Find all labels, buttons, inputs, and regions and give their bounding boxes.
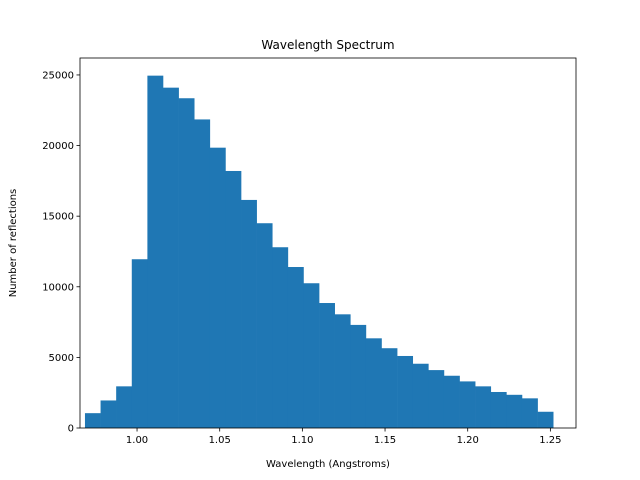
histogram-bar (209, 147, 226, 428)
x-tick-label: 1.10 (291, 435, 313, 446)
y-tick-label: 5000 (49, 353, 74, 364)
histogram-bar (537, 411, 554, 428)
histogram-bar (116, 386, 133, 428)
plot-frame (79, 57, 577, 429)
x-axis: 1.00 1.05 1.10 1.15 1.20 1.25 (126, 428, 562, 446)
histogram-bar (459, 381, 476, 428)
histogram-bar (334, 314, 351, 428)
histogram-bar (303, 283, 320, 428)
y-tick-label: 10000 (42, 282, 74, 293)
histogram-bar (428, 370, 445, 428)
y-tick-label: 20000 (42, 141, 74, 152)
histogram-bar (350, 324, 367, 428)
histogram-bar (131, 259, 148, 428)
histogram-bar (241, 199, 257, 428)
histogram-bar (163, 87, 179, 428)
histogram-bar (381, 348, 398, 428)
y-axis: 0 5000 10000 15000 20000 25000 (42, 70, 80, 435)
histogram-bar (287, 267, 304, 428)
x-axis-label: Wavelength (Angstroms) (266, 459, 390, 470)
y-tick-label: 15000 (42, 212, 74, 223)
histogram-bar (225, 170, 242, 429)
y-tick-label: 25000 (42, 70, 74, 81)
histogram-bar (147, 75, 164, 429)
histogram-bar (506, 394, 523, 428)
x-tick-label: 1.05 (209, 435, 231, 446)
histogram-bar (272, 247, 289, 428)
histogram-bar (412, 363, 429, 428)
histogram-bar (365, 338, 382, 428)
histogram-bar (490, 391, 507, 428)
histogram-bar (84, 413, 101, 428)
x-tick-label: 1.20 (457, 435, 479, 446)
chart-title: Wavelength Spectrum (261, 38, 394, 52)
histogram-bar (194, 119, 211, 429)
y-axis-label: Number of reflections (8, 189, 19, 298)
bars-group (84, 75, 554, 429)
histogram-bar (319, 303, 335, 428)
x-tick-label: 1.25 (539, 435, 561, 446)
histogram-bar (397, 355, 414, 428)
histogram-bar (521, 398, 538, 428)
x-tick-label: 1.15 (374, 435, 396, 446)
histogram-bar (256, 223, 273, 428)
y-tick-label: 0 (68, 424, 74, 435)
histogram-bar (443, 375, 460, 428)
x-tick-label: 1.00 (126, 435, 148, 446)
histogram-bar (475, 386, 492, 428)
histogram-bar (178, 98, 195, 428)
histogram-bar (100, 400, 117, 428)
